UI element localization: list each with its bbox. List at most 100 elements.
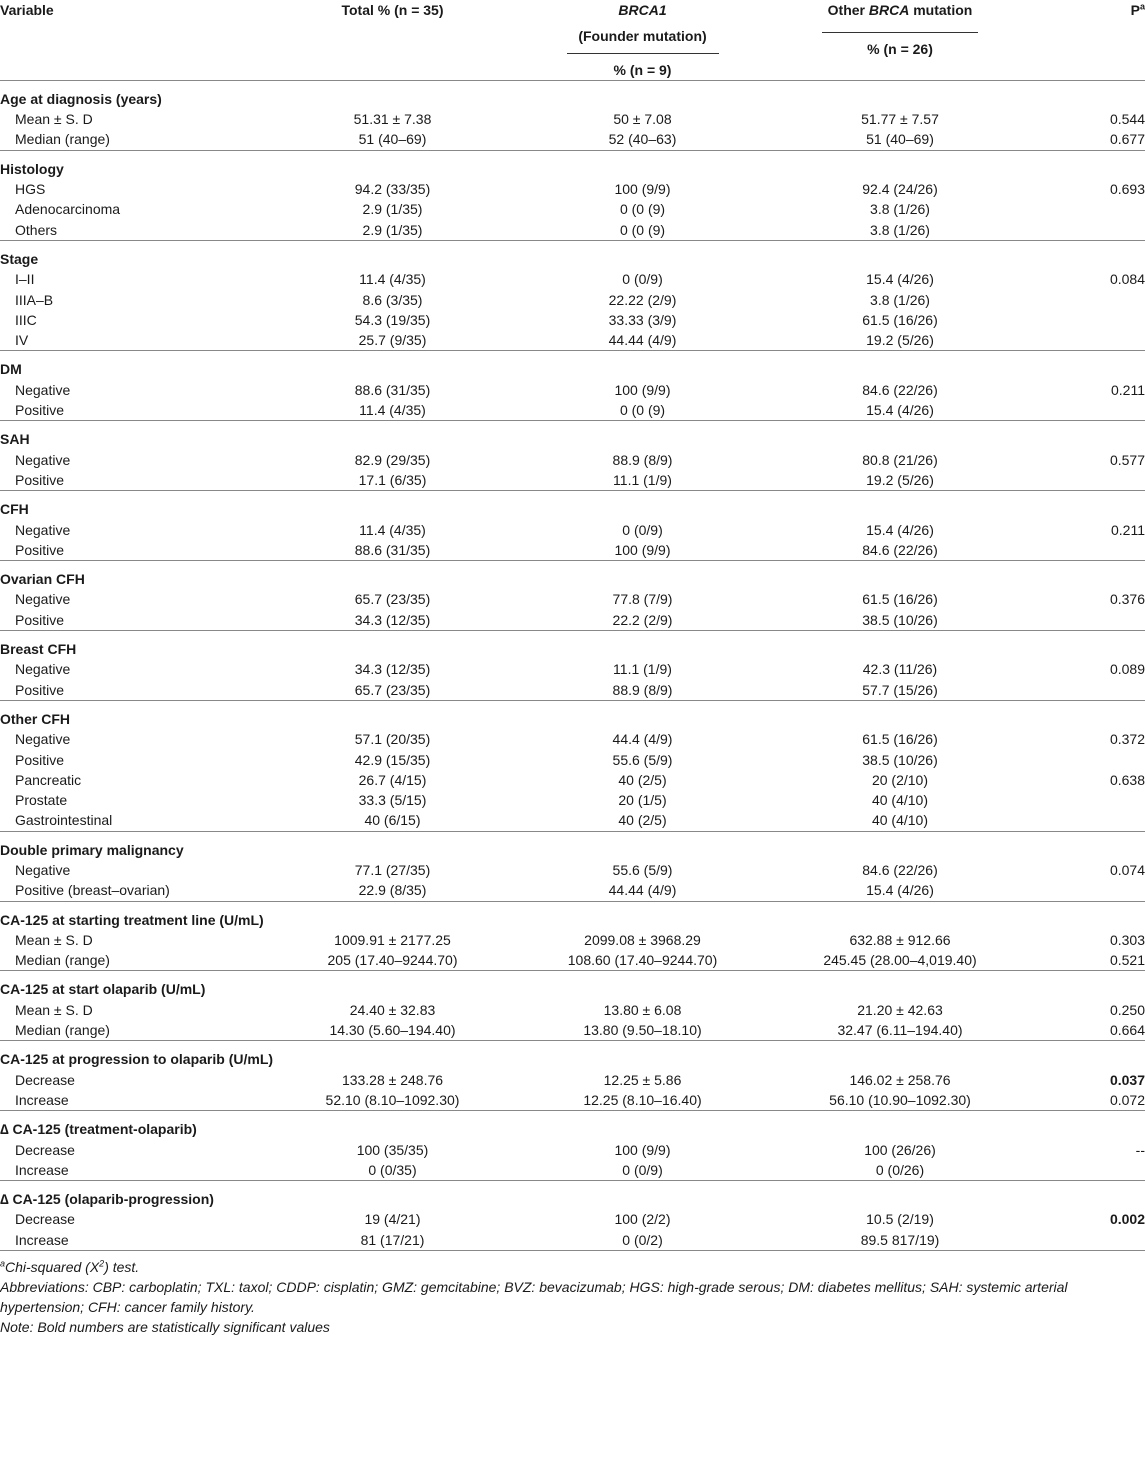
characteristics-table: Variable Total % (n = 35) BRCA1 (Founder… (0, 0, 1145, 1252)
group-separator (0, 560, 1145, 562)
cell-total: 34.3 (12/35) (354, 661, 431, 678)
cell-brca1: 22.22 (2/9) (608, 291, 677, 308)
cell-brca1: 13.80 ± 6.08 (603, 1001, 682, 1018)
cell-brca1: 13.80 (9.50–18.10) (583, 1022, 702, 1039)
cell-brca1: 52 (40–63) (608, 131, 677, 148)
header-other-n: % (n = 26) (867, 41, 933, 58)
table-row: Positive (breast–ovarian) 22.9 (8/35) 44.4… (0, 880, 1145, 901)
cell-other: 0 (0/26) (875, 1161, 925, 1178)
row-label: Negative (15, 661, 71, 678)
cell-total: 54.3 (19/35) (354, 311, 431, 328)
table-row: Others 2.9 (1/35) 0 (0 (9) 3.8 (1/26) (0, 220, 1145, 241)
cell-brca1: 44.4 (4/9) (612, 731, 673, 748)
table-row: Increase 81 (17/21) 0 (0/2) 89.5 817/19) (0, 1230, 1145, 1251)
footnote-chi-post: ) test. (104, 1259, 140, 1276)
cell-brca1: 44.44 (4/9) (608, 882, 677, 899)
cell-total: 57.1 (20/35) (354, 731, 431, 748)
table-row: HGS 94.2 (33/35) 100 (9/9) 92.4 (24/26) 0.69… (0, 179, 1145, 199)
group-title: Other CFH (0, 710, 70, 727)
row-label: Mean ± S. D (15, 1001, 93, 1018)
row-label: Positive (15, 471, 65, 488)
cell-p-value: 0.037 (1109, 1071, 1145, 1088)
cell-p-value: 0.211 (1111, 521, 1145, 538)
row-label: Median (range) (15, 952, 110, 969)
cell-p-value (1040, 540, 1145, 561)
cell-total: 0 (0/35) (368, 1161, 417, 1178)
group-title-row: CFH (0, 491, 1145, 519)
group-title-row: Histology (0, 151, 1145, 179)
cell-other: 80.8 (21/26) (862, 451, 938, 468)
cell-total: 17.1 (6/35) (358, 471, 427, 488)
header-p: Pa (1040, 0, 1145, 80)
cell-total: 88.6 (31/35) (354, 381, 431, 398)
cell-brca1: 100 (9/9) (614, 541, 671, 558)
group-title: CFH (0, 501, 29, 518)
cell-total: 2.9 (1/35) (362, 201, 423, 218)
row-label: Median (range) (15, 131, 110, 148)
row-label: Positive (15, 681, 65, 698)
group-separator (0, 700, 1145, 701)
row-label: IIIC (15, 311, 37, 328)
table-row: Negative 77.1 (27/35) 55.6 (5/9) 84.6 (22/2… (0, 860, 1145, 880)
separator-line (0, 490, 1145, 492)
cell-other: 84.6 (22/26) (862, 861, 938, 878)
cell-total: 51 (40–69) (358, 131, 427, 148)
cell-other: 40 (4/10) (871, 792, 929, 809)
group-title: DM (0, 361, 22, 378)
row-label: Increase (15, 1161, 69, 1178)
cell-total: 65.7 (23/35) (354, 681, 431, 698)
header-total: Total % (n = 35) (341, 2, 444, 18)
group-separator (0, 240, 1145, 241)
cell-total: 11.4 (4/35) (359, 521, 426, 538)
cell-total: 33.3 (5/15) (358, 792, 427, 809)
cell-total: 1009.91 ± 2177.25 (334, 931, 451, 948)
cell-p-value (1040, 680, 1145, 701)
cell-other: 3.8 (1/26) (870, 201, 930, 218)
group-separator (0, 1110, 1145, 1112)
table-row: Positive 42.9 (15/35) 55.6 (5/9) 38.5 (10/2… (0, 750, 1145, 770)
group-title-row: SAH (0, 421, 1145, 449)
cell-total: 24.40 ± 32.83 (349, 1001, 436, 1018)
cell-other: 42.3 (11/26) (862, 661, 938, 678)
cell-other: 3.8 (1/26) (870, 291, 930, 308)
cell-other: 32.47 (6.11–194.40) (837, 1022, 963, 1039)
header-other-suffix: mutation (909, 2, 973, 18)
cell-other: 38.5 (10/26) (862, 611, 938, 628)
cell-p-value: 0.521 (1109, 952, 1145, 969)
row-label: Decrease (15, 1141, 75, 1158)
separator-line (0, 240, 1145, 241)
table-row: Mean ± S. D 1009.91 ± 2177.25 2099.08 ± 39… (0, 930, 1145, 950)
table-row: Gastrointestinal 40 (6/15) 40 (2/5) 40 (4/1… (0, 810, 1145, 831)
group-title-row: Age at diagnosis (years) (0, 81, 1145, 109)
header-brca1: BRCA1 (Founder mutation) % (n = 9) (525, 0, 760, 80)
cell-brca1: 100 (2/2) (614, 1211, 671, 1228)
cell-p-value (1040, 220, 1145, 241)
cell-total: 22.9 (8/35) (358, 882, 427, 899)
cell-total: 51.31 ± 7.38 (353, 111, 432, 128)
cell-total: 34.3 (12/35) (354, 611, 431, 628)
cell-brca1: 0 (0/9) (622, 521, 663, 538)
cell-brca1: 40 (2/5) (618, 771, 667, 788)
cell-p-value: 0.211 (1111, 381, 1145, 398)
cell-other: 57.7 (15/26) (862, 681, 938, 698)
cell-brca1: 100 (9/9) (614, 381, 671, 398)
row-label: Median (range) (15, 1022, 110, 1039)
cell-other: 10.5 (2/19) (866, 1211, 934, 1228)
separator-line (0, 150, 1145, 151)
row-label: Prostate (15, 792, 68, 809)
cell-other: 100 (26/26) (864, 1141, 936, 1158)
row-label: Others (15, 221, 58, 238)
group-separator (0, 150, 1145, 151)
group-separator (0, 630, 1145, 632)
cell-p-value (1040, 310, 1145, 330)
cell-brca1: 55.6 (5/9) (612, 861, 673, 878)
cell-brca1: 22.2 (2/9) (612, 611, 673, 628)
group-title: Double primary malignancy (0, 841, 184, 858)
cell-other: 21.20 ± 42.63 (857, 1001, 943, 1018)
footnote-chi-pre: Chi-squared (X (5, 1259, 100, 1276)
row-label: Positive (breast–ovarian) (15, 882, 170, 899)
cell-brca1: 33.33 (3/9) (608, 311, 677, 328)
row-label: HGS (15, 181, 46, 198)
row-label: IV (15, 332, 29, 349)
cell-brca1: 44.44 (4/9) (608, 332, 677, 349)
